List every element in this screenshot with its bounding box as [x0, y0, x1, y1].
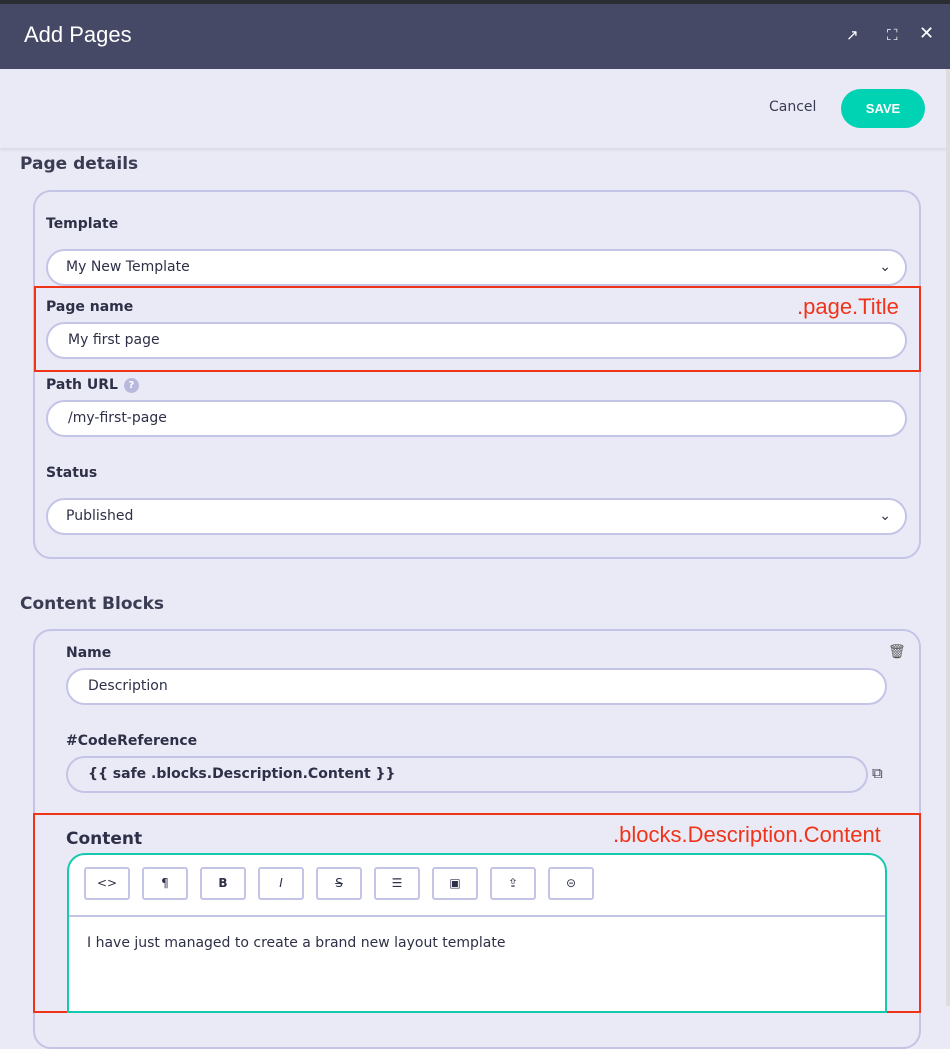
block-name-input[interactable]: Description — [66, 668, 887, 705]
path-url-label: Path URL? — [46, 377, 139, 393]
status-label: Status — [46, 465, 98, 481]
code-reference-label: #CodeReference — [66, 733, 198, 749]
annotation-blocks-content: .blocks.Description.Content — [613, 822, 881, 847]
image-button[interactable]: ▣ — [432, 867, 478, 900]
rich-text-editor[interactable]: <> ¶ B I S ☰ ▣ ⇪ ⊝ I have just managed t… — [67, 853, 887, 1013]
strikethrough-button[interactable]: S — [316, 867, 362, 900]
path-url-label-text: Path URL — [46, 377, 118, 393]
page-details-panel — [33, 190, 921, 559]
content-label: Content — [66, 829, 143, 849]
editor-divider — [69, 915, 885, 917]
editor-content-text[interactable]: I have just managed to create a brand ne… — [87, 935, 506, 951]
copy-icon[interactable]: ⧉ — [872, 764, 883, 782]
annotation-page-title: .page.Title — [797, 294, 899, 319]
cancel-button[interactable]: Cancel — [769, 99, 817, 115]
paragraph-button[interactable]: ¶ — [142, 867, 188, 900]
template-select[interactable]: My New Template ⌄ — [46, 249, 907, 286]
modal-title: Add Pages — [24, 22, 132, 47]
chevron-down-icon: ⌄ — [879, 259, 891, 275]
list-button[interactable]: ☰ — [374, 867, 420, 900]
external-link-icon[interactable]: ↗ — [846, 26, 859, 44]
fullscreen-icon[interactable]: ⛶ — [887, 26, 898, 44]
help-icon[interactable]: ? — [123, 378, 139, 393]
template-label: Template — [46, 216, 119, 232]
bold-button[interactable]: B — [200, 867, 246, 900]
page-details-heading: Page details — [20, 154, 139, 174]
upload-button[interactable]: ⇪ — [490, 867, 536, 900]
modal-header: Add Pages ↗ ⛶ ✕ — [0, 4, 950, 69]
link-button[interactable]: ⊝ — [548, 867, 594, 900]
status-value: Published — [66, 508, 134, 524]
block-name-label: Name — [66, 645, 112, 661]
trash-icon[interactable]: 🗑 — [888, 644, 906, 660]
status-select[interactable]: Published ⌄ — [46, 498, 907, 535]
save-button[interactable]: SAVE — [841, 89, 925, 128]
action-bar: Cancel SAVE — [0, 69, 946, 148]
chevron-down-icon: ⌄ — [879, 508, 891, 524]
code-view-button[interactable]: <> — [84, 867, 130, 900]
close-icon[interactable]: ✕ — [919, 23, 935, 44]
content-blocks-heading: Content Blocks — [20, 594, 165, 614]
page-name-label: Page name — [46, 299, 134, 315]
annotation-box-page-title — [34, 286, 921, 372]
template-value: My New Template — [66, 259, 190, 275]
code-reference-field[interactable]: {{ safe .blocks.Description.Content }} — [66, 756, 868, 793]
scrollbar[interactable] — [946, 69, 950, 1006]
path-url-input[interactable]: /my-first-page — [46, 400, 907, 437]
window-top-strip — [0, 0, 950, 4]
page-name-input[interactable]: My first page — [46, 322, 907, 359]
italic-button[interactable]: I — [258, 867, 304, 900]
